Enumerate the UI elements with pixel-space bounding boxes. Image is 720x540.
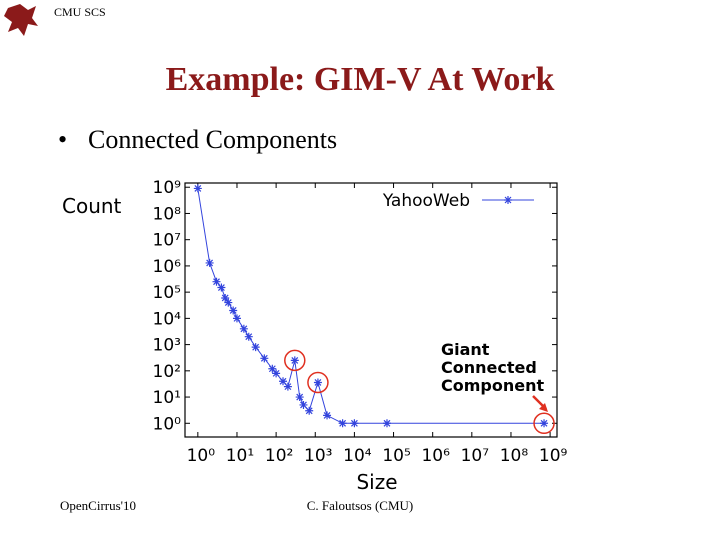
x-tick-label: 10⁷ [461,446,490,466]
point [299,400,308,409]
point [272,369,281,378]
x-tick-label: 10⁵ [382,446,410,466]
point [279,377,288,386]
point [221,293,230,302]
legend-label: YahooWeb [382,191,470,211]
bullet-dot: • [58,125,67,154]
point [268,364,277,373]
y-tick-label: 10⁵ [153,283,181,303]
y-tick-label: 10¹ [153,388,181,408]
point [244,332,253,341]
point [338,419,347,428]
highlight-circle [284,349,306,372]
point [224,298,233,307]
point [283,382,292,391]
legend-marker [504,196,512,204]
y-tick-label: 10⁶ [153,257,182,277]
point [212,277,221,286]
footer-left: OpenCirrus'10 [60,498,136,513]
point [382,419,391,428]
y-tick-label: 10⁰ [153,414,182,434]
point [193,184,202,193]
point [295,393,304,402]
plot-frame [184,182,558,438]
point [251,343,260,352]
y-axis-label: Count [62,194,122,218]
slide-title: Example: GIM-V At Work [166,61,555,98]
point [305,406,314,415]
y-tick-label: 10³ [153,336,181,356]
highlight-circle [307,371,329,394]
y-tick-label: 10⁷ [153,231,182,251]
x-tick-label: 10¹ [226,446,254,466]
annotation-arrowhead [539,403,548,412]
x-tick-label: 10⁴ [343,446,372,466]
point [232,314,241,323]
point [217,283,226,292]
point [205,258,214,267]
x-tick-label: 10² [265,446,293,466]
x-tick-label: 10³ [304,446,332,466]
bullet: Connected Components [88,125,337,154]
x-tick-label: 10⁹ [539,446,568,466]
y-tick-label: 10⁸ [153,204,182,224]
highlight-circle [533,412,555,435]
x-tick-label: 10⁸ [500,446,529,466]
point [323,411,332,420]
point [260,354,269,363]
point [350,419,359,428]
x-tick-label: 10⁰ [187,446,216,466]
point [229,306,238,315]
annotation: Giant Connected Component [441,340,544,395]
y-tick-label: 10² [153,362,181,382]
footer-center: C. Faloutsos (CMU) [307,498,414,513]
logo [4,4,38,36]
header: CMU SCS [54,5,106,19]
x-axis-label: Size [356,470,397,494]
point [239,324,248,333]
y-tick-label: 10⁹ [153,178,182,198]
point [290,356,299,365]
point [313,378,322,387]
y-tick-label: 10⁴ [153,309,182,329]
point [540,419,549,428]
x-tick-label: 10⁶ [421,446,450,466]
